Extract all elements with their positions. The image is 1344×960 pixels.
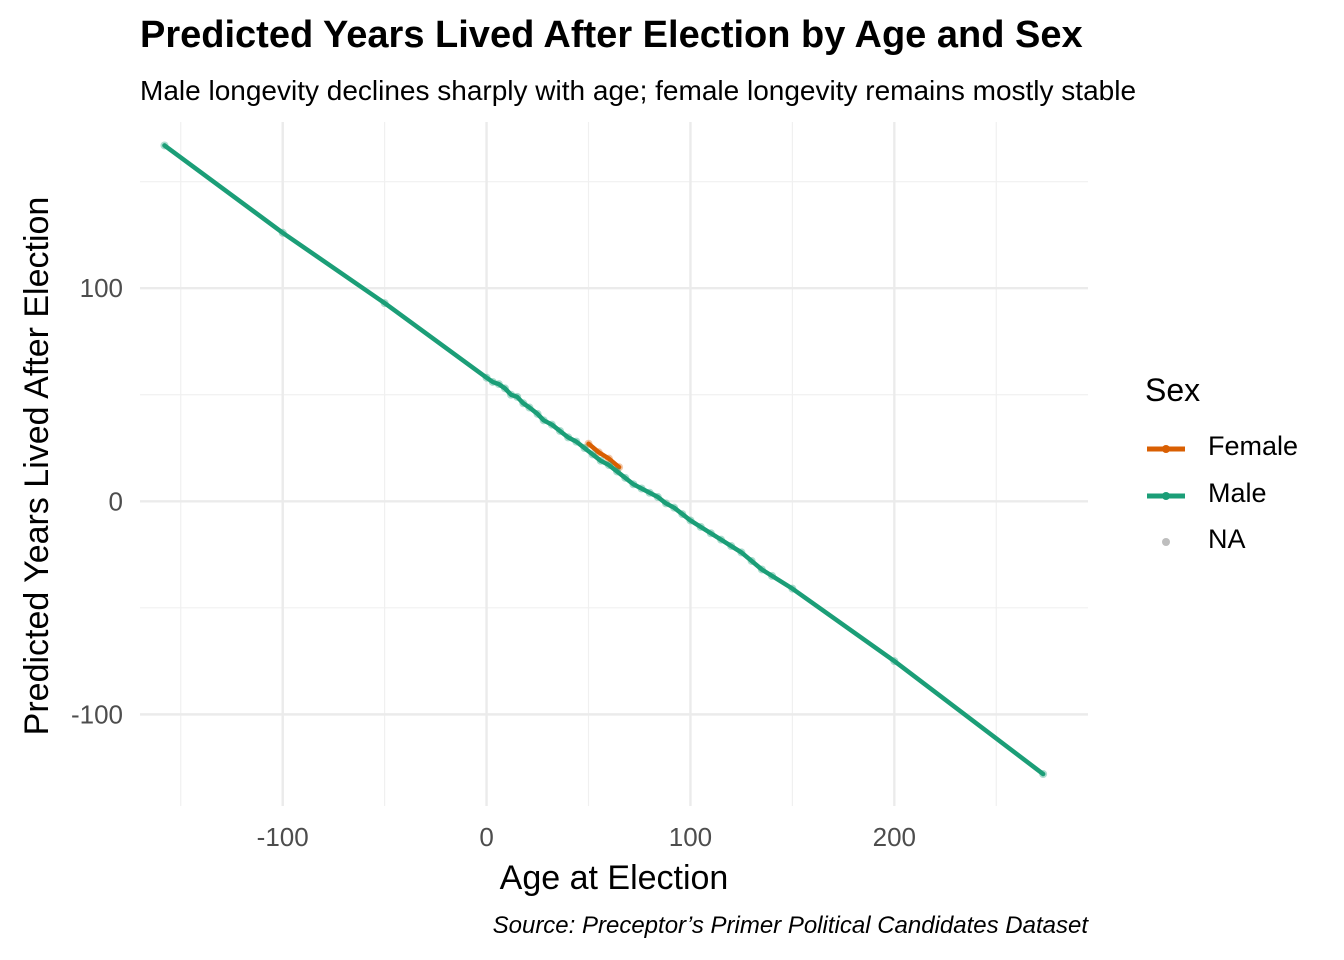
series-layer [160,141,1048,779]
legend-key-female [1147,445,1185,453]
major-gridlines [140,122,1088,806]
y-tick-label: -100 [71,699,123,729]
x-tick-label: 0 [479,822,493,852]
minor-gridlines [140,122,1088,806]
y-tick-label: 100 [80,273,123,303]
legend-key-male [1147,492,1185,500]
chart-title: Predicted Years Lived After Election by … [140,14,1083,56]
y-tick-label: 0 [109,486,123,516]
series-line-female [586,441,622,470]
legend-item-male: Male [1145,476,1335,516]
series-female [584,439,624,472]
chart-subtitle: Male longevity declines sharply with age… [140,75,1137,106]
legend-item-na: NA [1145,522,1335,562]
x-tick-label: 100 [669,822,712,852]
chart-caption: Source: Preceptor’s Primer Political Can… [492,912,1088,939]
legend-item-female: Female [1145,429,1335,469]
legend-title: Sex [1145,372,1201,408]
legend-label-female: Female [1208,431,1299,461]
tick-labels: -100 0 100 200 -100 0 100 [71,273,916,852]
legend-label-male: Male [1208,478,1267,508]
series-male [160,141,1048,779]
y-axis-label: Predicted Years Lived After Election [18,197,56,736]
legend-label-na: NA [1208,524,1246,554]
legend-key-na [1162,538,1170,546]
x-tick-label: -100 [257,822,309,852]
x-tick-label: 200 [873,822,916,852]
x-axis-label: Age at Election [500,859,729,897]
series-line-male [162,143,1046,777]
